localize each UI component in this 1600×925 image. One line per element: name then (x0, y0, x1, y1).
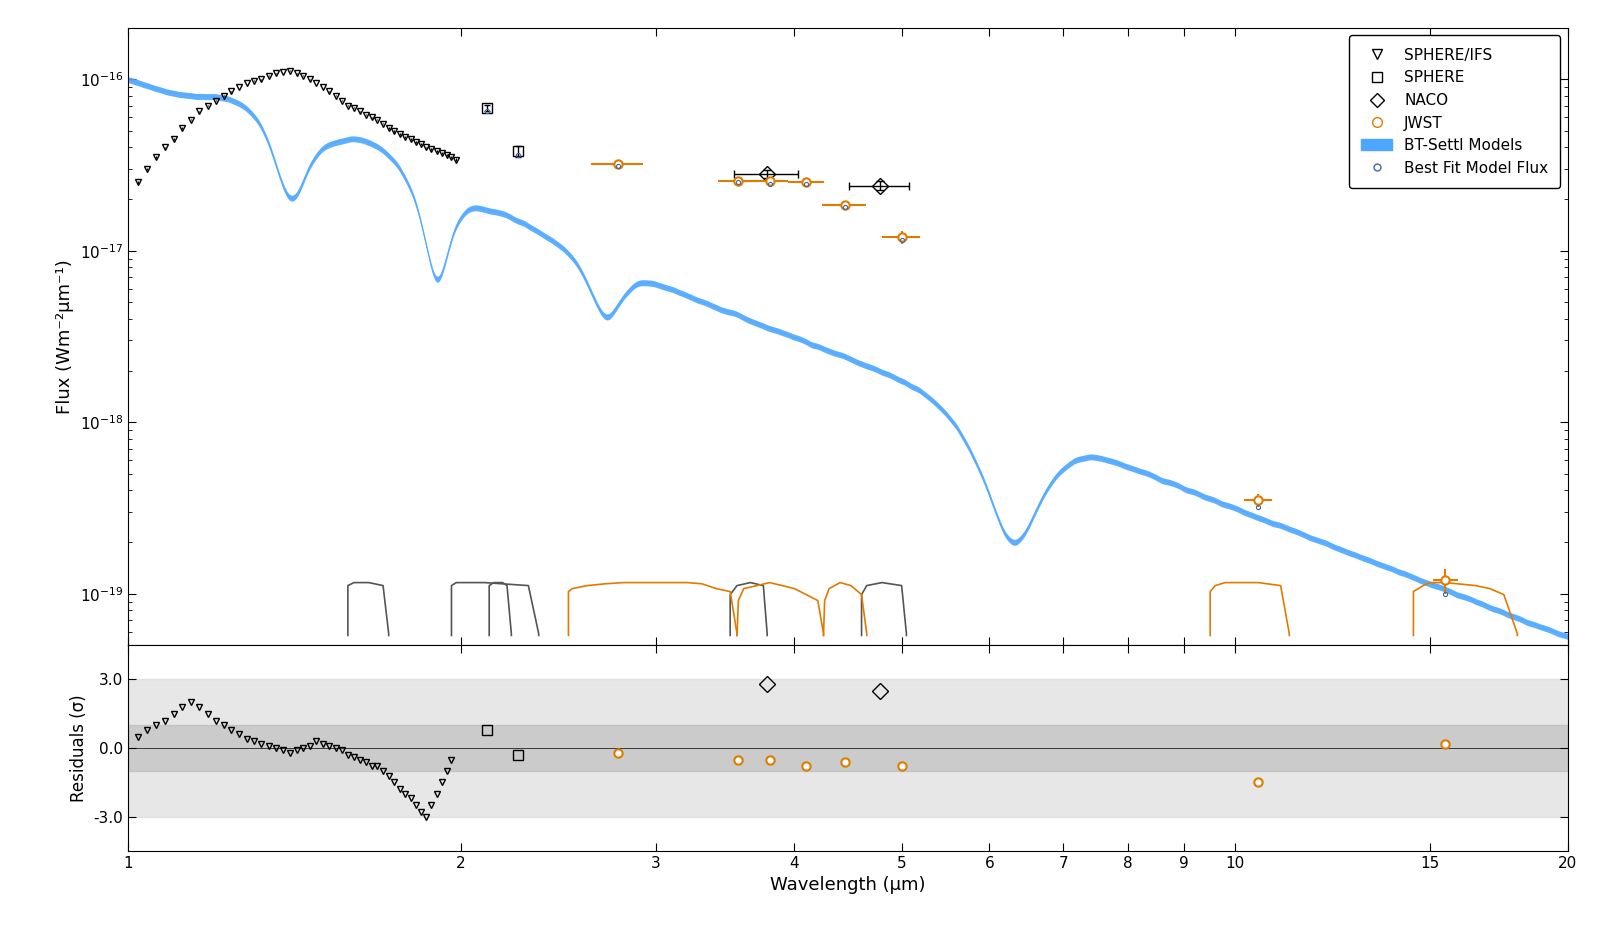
Y-axis label: Flux (Wm⁻²μm⁻¹): Flux (Wm⁻²μm⁻¹) (56, 259, 74, 413)
Best Fit Model Flux (797, 179, 816, 190)
Best Fit Model Flux (477, 105, 496, 117)
Best Fit Model Flux (1435, 588, 1454, 599)
Bar (128, 680, 1568, 817)
Bar (128, 725, 1568, 771)
Best Fit Model Flux (728, 177, 747, 188)
X-axis label: Wavelength (μm): Wavelength (μm) (770, 876, 926, 894)
Y-axis label: Residuals (σ): Residuals (σ) (70, 695, 88, 802)
Legend: SPHERE/IFS, SPHERE, NACO, JWST, BT-Settl Models, Best Fit Model Flux: SPHERE/IFS, SPHERE, NACO, JWST, BT-Settl… (1349, 35, 1560, 188)
Line: Best Fit Model Flux: Best Fit Model Flux (485, 109, 1448, 596)
Best Fit Model Flux (835, 202, 854, 213)
Best Fit Model Flux (509, 150, 528, 161)
Best Fit Model Flux (608, 161, 627, 172)
Best Fit Model Flux (893, 235, 912, 246)
Best Fit Model Flux (760, 179, 779, 190)
Best Fit Model Flux (1248, 501, 1267, 512)
